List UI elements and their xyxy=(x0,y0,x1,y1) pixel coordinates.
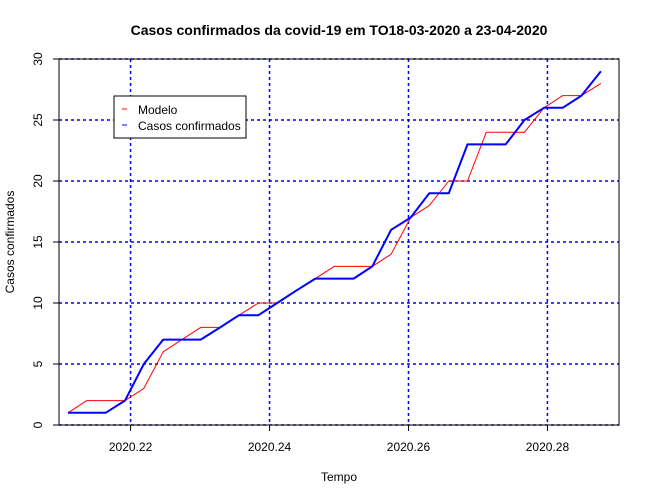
legend: Modelo Casos confirmados xyxy=(113,95,247,139)
y-tick-label: 5 xyxy=(31,360,45,367)
y-tick-label: 30 xyxy=(31,52,45,66)
y-axis: 0 5 10 15 20 25 30 xyxy=(31,52,59,428)
series-line-modelo xyxy=(67,82,602,414)
y-tick-label: 20 xyxy=(31,174,45,188)
x-tick-label: 2020.22 xyxy=(109,440,153,454)
legend-box xyxy=(113,95,247,139)
legend-label-modelo: Modelo xyxy=(138,103,178,117)
y-axis-label: Casos confirmados xyxy=(3,191,17,294)
series-lines xyxy=(67,70,602,414)
y-tick-label: 15 xyxy=(31,235,45,249)
legend-label-casos: Casos confirmados xyxy=(138,119,241,133)
x-axis-label: Tempo xyxy=(321,470,357,484)
x-tick-label: 2020.28 xyxy=(526,440,570,454)
y-tick-label: 10 xyxy=(31,296,45,310)
x-axis: 2020.22 2020.24 2020.26 2020.28 xyxy=(109,425,570,454)
x-tick-label: 2020.24 xyxy=(248,440,292,454)
chart-title: Casos confirmados da covid-19 em TO18-03… xyxy=(131,22,548,38)
y-tick-label: 25 xyxy=(31,113,45,127)
x-tick-label: 2020.26 xyxy=(387,440,431,454)
y-tick-label: 0 xyxy=(31,421,45,428)
series-line-casos-confirmados xyxy=(68,70,602,414)
